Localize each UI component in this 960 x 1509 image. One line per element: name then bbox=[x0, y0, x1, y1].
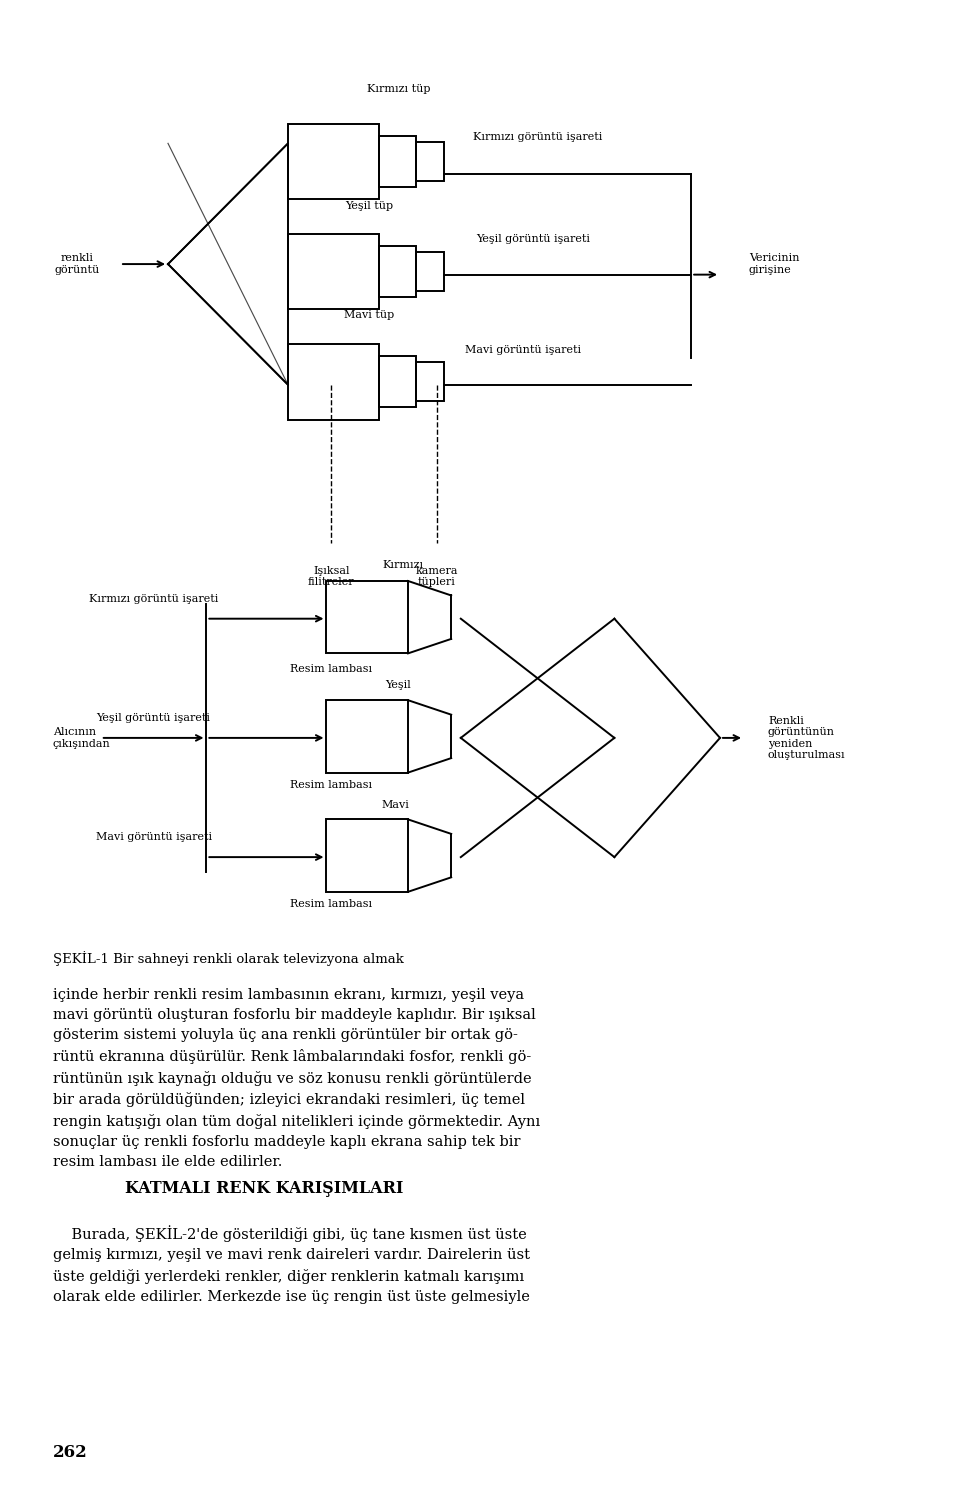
Text: renkli
görüntü: renkli görüntü bbox=[54, 254, 100, 275]
Text: Renkli
görüntünün
yeniden
oluşturulması: Renkli görüntünün yeniden oluşturulması bbox=[768, 715, 846, 761]
Text: Kırmızı tüp: Kırmızı tüp bbox=[367, 83, 430, 94]
Text: Yeşil görüntü işareti: Yeşil görüntü işareti bbox=[97, 712, 210, 723]
Text: KATMALI RENK KARIŞIMLARI: KATMALI RENK KARIŞIMLARI bbox=[125, 1180, 403, 1197]
Bar bbox=[379, 356, 416, 407]
Bar bbox=[326, 819, 408, 892]
Text: ŞEKİL-1 Bir sahneyi renkli olarak televizyona almak: ŞEKİL-1 Bir sahneyi renkli olarak televi… bbox=[53, 951, 403, 966]
Text: Yeşil tüp: Yeşil tüp bbox=[346, 201, 394, 211]
Text: Yeşil görüntü işareti: Yeşil görüntü işareti bbox=[476, 234, 589, 244]
Text: Mavi görüntü işareti: Mavi görüntü işareti bbox=[466, 344, 581, 355]
Text: Resim lambası: Resim lambası bbox=[290, 899, 372, 910]
Text: Mavi tüp: Mavi tüp bbox=[345, 309, 395, 320]
Text: Alıcının
çıkışından: Alıcının çıkışından bbox=[53, 727, 110, 748]
Text: Resim lambası: Resim lambası bbox=[290, 780, 372, 791]
Bar bbox=[379, 246, 416, 297]
Text: Burada, ŞEKİL-2'de gösterildiği gibi, üç tane kısmen üst üste
gelmiş kırmızı, ye: Burada, ŞEKİL-2'de gösterildiği gibi, üç… bbox=[53, 1225, 530, 1304]
Text: Vericinin
girişine: Vericinin girişine bbox=[749, 254, 800, 275]
Text: Kırmızı görüntü işareti: Kırmızı görüntü işareti bbox=[89, 593, 218, 604]
Bar bbox=[326, 700, 408, 773]
Bar bbox=[288, 124, 379, 199]
Bar bbox=[326, 581, 408, 653]
Text: Resim lambası: Resim lambası bbox=[290, 664, 372, 675]
Text: Yeşil: Yeşil bbox=[386, 679, 411, 690]
Text: Işıksal
filitreler: Işıksal filitreler bbox=[308, 566, 354, 587]
Text: içinde herbir renkli resim lambasının ekranı, kırmızı, yeşil veya
mavi görüntü o: içinde herbir renkli resim lambasının ek… bbox=[53, 988, 540, 1169]
Bar bbox=[288, 344, 379, 420]
Text: Kırmızı görüntü işareti: Kırmızı görüntü işareti bbox=[473, 131, 602, 142]
Text: 262: 262 bbox=[53, 1444, 87, 1461]
Bar bbox=[416, 142, 444, 181]
Bar bbox=[288, 234, 379, 309]
Bar bbox=[416, 252, 444, 291]
Text: Kırmızı: Kırmızı bbox=[383, 560, 423, 570]
Text: kamera
tüpleri: kamera tüpleri bbox=[416, 566, 458, 587]
Text: Mavi: Mavi bbox=[381, 800, 410, 810]
Bar bbox=[379, 136, 416, 187]
Bar bbox=[416, 362, 444, 401]
Text: Mavi görüntü işareti: Mavi görüntü işareti bbox=[96, 831, 211, 842]
